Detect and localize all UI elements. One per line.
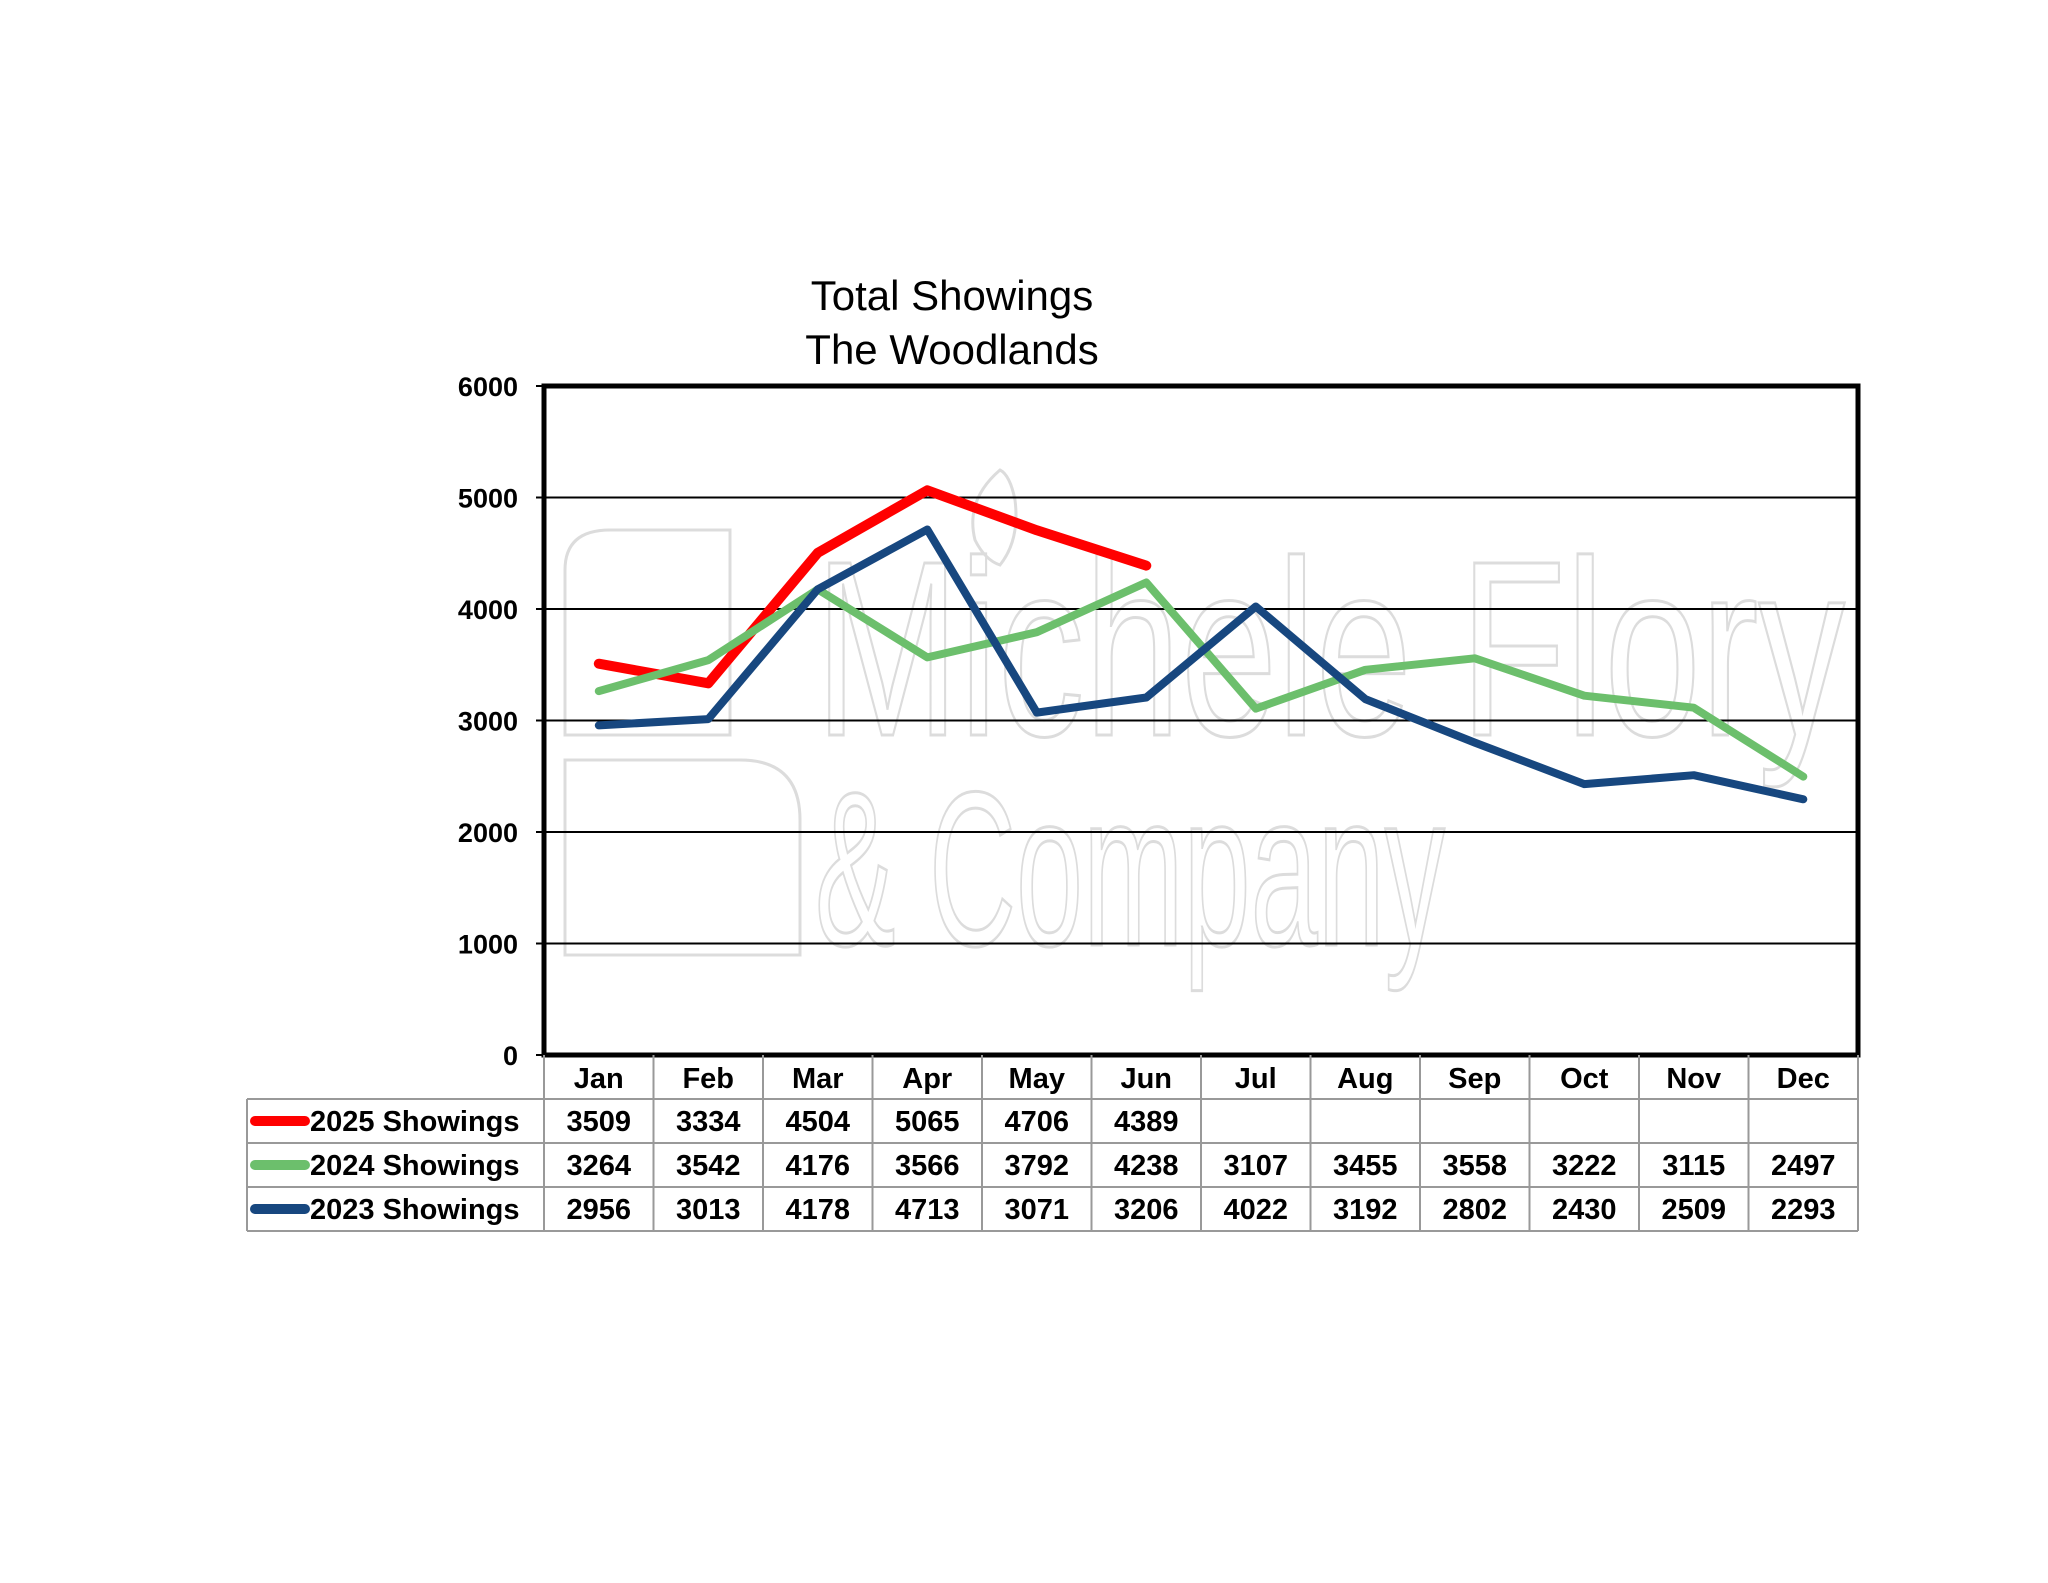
table-cell-value: 3071 xyxy=(1004,1194,1069,1226)
watermark-door-icon xyxy=(563,758,802,957)
table-cell-value: 3566 xyxy=(895,1150,960,1182)
category-label: Sep xyxy=(1448,1063,1501,1095)
watermark-line-2: & Company xyxy=(815,746,1445,992)
category-label: Jan xyxy=(574,1063,624,1095)
table-cell-value: 4504 xyxy=(785,1106,850,1138)
series-lines xyxy=(593,485,1808,804)
table-cell-value: 2509 xyxy=(1661,1194,1726,1226)
watermark-logo: Michele Flory& Company xyxy=(563,468,1847,994)
table-cell-value: 2293 xyxy=(1771,1194,1836,1226)
table-cell-value: 5065 xyxy=(895,1106,960,1138)
series-line-2023-showings xyxy=(594,525,1808,804)
table-cell-value: 3192 xyxy=(1333,1194,1398,1226)
table-cell-value: 4176 xyxy=(785,1150,850,1182)
category-label: Jun xyxy=(1120,1063,1172,1095)
category-label: Aug xyxy=(1337,1063,1393,1095)
series-line-2024-showings xyxy=(594,578,1808,781)
table-cell-value: 4713 xyxy=(895,1194,960,1226)
category-label: Nov xyxy=(1666,1063,1721,1095)
legend-label: 2025 Showings xyxy=(310,1106,520,1138)
category-label: Oct xyxy=(1560,1063,1609,1095)
y-tick-label: 3000 xyxy=(458,707,518,737)
table-cell-value: 3206 xyxy=(1114,1194,1179,1226)
legend-label: 2023 Showings xyxy=(310,1194,520,1226)
watermark-house-icon xyxy=(563,528,732,737)
table-cell-value: 3455 xyxy=(1333,1150,1398,1182)
table-cell-value: 2497 xyxy=(1771,1150,1836,1182)
table-cell-value: 3509 xyxy=(566,1106,631,1138)
table-cell-value: 3542 xyxy=(676,1150,741,1182)
legend-label: 2024 Showings xyxy=(310,1150,520,1182)
table-cell-value: 3558 xyxy=(1442,1150,1507,1182)
y-tick-label: 0 xyxy=(503,1041,518,1071)
y-axis-ticks: 0 1000 2000 3000 4000 5000 6000 xyxy=(458,372,544,1071)
table-cell-value: 4389 xyxy=(1114,1106,1179,1138)
table-cell-value: 3115 xyxy=(1662,1150,1725,1182)
chart-title-line: The Woodlands xyxy=(805,326,1098,373)
table-cell-value: 4178 xyxy=(785,1194,850,1226)
y-tick-label: 2000 xyxy=(458,818,518,848)
table-cell-value: 3222 xyxy=(1552,1150,1617,1182)
table-cell-value: 4706 xyxy=(1004,1106,1069,1138)
y-tick-label: 4000 xyxy=(458,595,518,625)
y-tick-label: 5000 xyxy=(458,484,518,514)
series-line-2025-showings xyxy=(593,485,1152,689)
data-table: Jan Feb Mar Apr May Jun Jul Aug Sep Oct Nov Dec 2025… xyxy=(246,1055,1859,1232)
chart-title: Total Showings The Woodlands xyxy=(805,272,1098,373)
table-cell-value: 2956 xyxy=(566,1194,631,1226)
table-cell-value: 3334 xyxy=(676,1106,741,1138)
table-cell-value: 3107 xyxy=(1223,1150,1288,1182)
category-label: Apr xyxy=(902,1063,952,1095)
y-tick-label: 6000 xyxy=(458,372,518,402)
table-cell-value: 4238 xyxy=(1114,1150,1179,1182)
category-label: Mar xyxy=(792,1063,844,1095)
chart-title-line: Total Showings xyxy=(811,272,1094,319)
category-label: Dec xyxy=(1777,1063,1830,1095)
table-cell-value: 4022 xyxy=(1223,1194,1288,1226)
gridlines xyxy=(544,496,1858,945)
category-label: Feb xyxy=(682,1063,734,1095)
category-label: Jul xyxy=(1235,1063,1277,1095)
y-tick-label: 1000 xyxy=(458,930,518,960)
table-cell-value: 3264 xyxy=(566,1150,631,1182)
table-cell-value: 2430 xyxy=(1552,1194,1617,1226)
table-cell-value: 2802 xyxy=(1442,1194,1507,1226)
table-cell-value: 3013 xyxy=(676,1194,741,1226)
category-label: May xyxy=(1009,1063,1065,1095)
table-cell-value: 3792 xyxy=(1004,1150,1069,1182)
